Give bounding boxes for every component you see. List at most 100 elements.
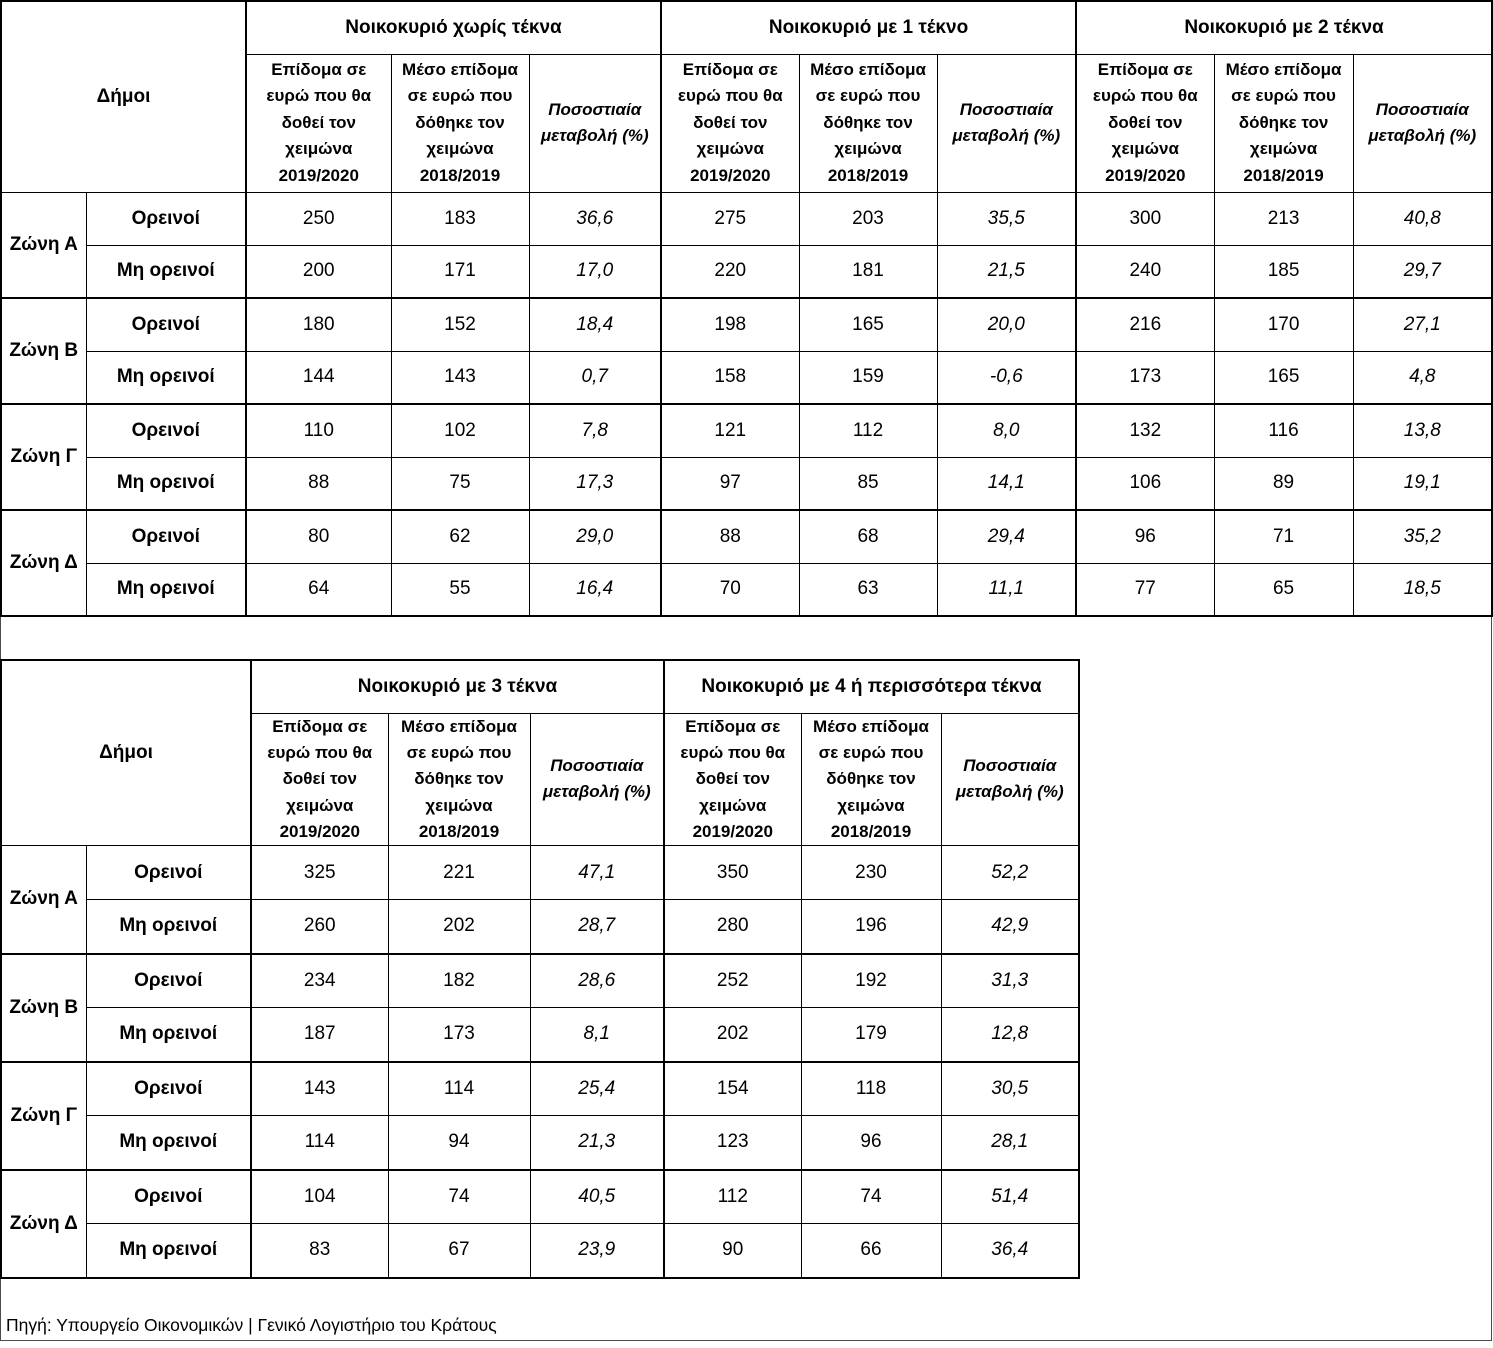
percent-cell: 0,7: [528, 350, 662, 405]
value-cell: 182: [387, 952, 531, 1009]
value-cell: 181: [798, 244, 938, 299]
percent-cell: 8,1: [529, 1007, 665, 1063]
percent-cell: 7,8: [528, 403, 662, 458]
value-cell: 165: [1213, 350, 1354, 405]
value-cell: 96: [1075, 509, 1215, 564]
area-type-label: Ορεινοί: [85, 403, 247, 458]
value-cell: 234: [250, 952, 389, 1009]
column-header: Μέσο επίδομα σε ευρώ που δόθηκε τον χειμ…: [1213, 53, 1354, 193]
percent-cell: 28,6: [529, 952, 665, 1009]
value-cell: 252: [663, 952, 802, 1009]
column-header: Μέσο επίδομα σε ευρώ που δόθηκε τον χειμ…: [390, 53, 530, 193]
value-cell: 112: [798, 403, 938, 458]
percent-cell: 11,1: [936, 562, 1077, 617]
column-header: Επίδομα σε ευρώ που θα δοθεί τον χειμώνα…: [250, 712, 389, 847]
value-cell: 104: [250, 1168, 389, 1225]
value-cell: 280: [663, 899, 802, 955]
group-header: Νοικοκυριό χωρίς τέκνα: [244, 0, 662, 55]
column-header: Επίδομα σε ευρώ που θα δοθεί τον χειμώνα…: [660, 53, 800, 193]
value-cell: 114: [250, 1115, 389, 1171]
percent-cell: 51,4: [940, 1168, 1080, 1225]
value-cell: 200: [245, 244, 392, 299]
value-cell: 143: [390, 350, 530, 405]
zone-label: Ζώνη Δ: [0, 1168, 87, 1279]
percent-cell: 16,4: [528, 562, 662, 617]
value-cell: 97: [660, 456, 800, 511]
value-cell: 118: [800, 1060, 942, 1117]
value-cell: 102: [390, 403, 530, 458]
area-type-label: Μη ορεινοί: [85, 899, 252, 955]
value-cell: 123: [663, 1115, 802, 1171]
value-cell: 350: [663, 845, 802, 901]
percent-cell: 17,0: [528, 244, 662, 299]
percent-cell: 25,4: [529, 1060, 665, 1117]
value-cell: 173: [387, 1007, 531, 1063]
percent-cell: 28,1: [940, 1115, 1080, 1171]
value-cell: 180: [245, 297, 392, 352]
percent-cell: 28,7: [529, 899, 665, 955]
value-cell: 64: [245, 562, 392, 617]
area-type-label: Μη ορεινοί: [85, 562, 247, 617]
value-cell: 65: [1213, 562, 1354, 617]
value-cell: 88: [660, 509, 800, 564]
value-cell: 179: [800, 1007, 942, 1063]
percent-cell: 21,5: [936, 244, 1077, 299]
column-header: Επίδομα σε ευρώ που θα δοθεί τον χειμώνα…: [245, 53, 392, 193]
value-cell: 154: [663, 1060, 802, 1117]
value-cell: 196: [800, 899, 942, 955]
value-cell: 216: [1075, 297, 1215, 352]
area-type-label: Μη ορεινοί: [85, 1007, 252, 1063]
column-header: Ποσοστιαία μεταβολή (%): [529, 712, 665, 847]
value-cell: 159: [798, 350, 938, 405]
value-cell: 152: [390, 297, 530, 352]
value-cell: 250: [245, 191, 392, 246]
value-cell: 90: [663, 1223, 802, 1279]
value-cell: 89: [1213, 456, 1354, 511]
column-header: Ποσοστιαία μεταβολή (%): [936, 53, 1077, 193]
value-cell: 300: [1075, 191, 1215, 246]
percent-cell: 40,5: [529, 1168, 665, 1225]
value-cell: 83: [250, 1223, 389, 1279]
dimoi-header: Δήμοι: [0, 659, 252, 847]
percent-cell: 47,1: [529, 845, 665, 901]
percent-cell: 35,5: [936, 191, 1077, 246]
column-header: Επίδομα σε ευρώ που θα δοθεί τον χειμώνα…: [1075, 53, 1215, 193]
value-cell: 198: [660, 297, 800, 352]
value-cell: 202: [663, 1007, 802, 1063]
value-cell: 202: [387, 899, 531, 955]
value-cell: 260: [250, 899, 389, 955]
value-cell: 77: [1075, 562, 1215, 617]
value-cell: 94: [387, 1115, 531, 1171]
percent-cell: 18,4: [528, 297, 662, 352]
value-cell: 170: [1213, 297, 1354, 352]
value-cell: 192: [800, 952, 942, 1009]
group-header: Νοικοκυριό με 2 τέκνα: [1075, 0, 1493, 55]
percent-cell: 8,0: [936, 403, 1077, 458]
value-cell: 80: [245, 509, 392, 564]
area-type-label: Μη ορεινοί: [85, 244, 247, 299]
value-cell: 55: [390, 562, 530, 617]
column-header: Ποσοστιαία μεταβολή (%): [1352, 53, 1493, 193]
percent-cell: 30,5: [940, 1060, 1080, 1117]
percent-cell: 35,2: [1352, 509, 1493, 564]
area-type-label: Ορεινοί: [85, 1060, 252, 1117]
value-cell: 85: [798, 456, 938, 511]
value-cell: 110: [245, 403, 392, 458]
percent-cell: 31,3: [940, 952, 1080, 1009]
value-cell: 325: [250, 845, 389, 901]
zone-label: Ζώνη Γ: [0, 1060, 87, 1171]
percent-cell: 40,8: [1352, 191, 1493, 246]
zone-label: Ζώνη Α: [0, 191, 87, 299]
value-cell: 67: [387, 1223, 531, 1279]
area-type-label: Μη ορεινοί: [85, 350, 247, 405]
value-cell: 143: [250, 1060, 389, 1117]
area-type-label: Ορεινοί: [85, 297, 247, 352]
value-cell: 74: [387, 1168, 531, 1225]
group-header: Νοικοκυριό με 1 τέκνο: [660, 0, 1077, 55]
value-cell: 74: [800, 1168, 942, 1225]
value-cell: 203: [798, 191, 938, 246]
percent-cell: 29,7: [1352, 244, 1493, 299]
area-type-label: Μη ορεινοί: [85, 1223, 252, 1279]
column-header: Επίδομα σε ευρώ που θα δοθεί τον χειμώνα…: [663, 712, 802, 847]
column-header: Μέσο επίδομα σε ευρώ που δόθηκε τον χειμ…: [798, 53, 938, 193]
